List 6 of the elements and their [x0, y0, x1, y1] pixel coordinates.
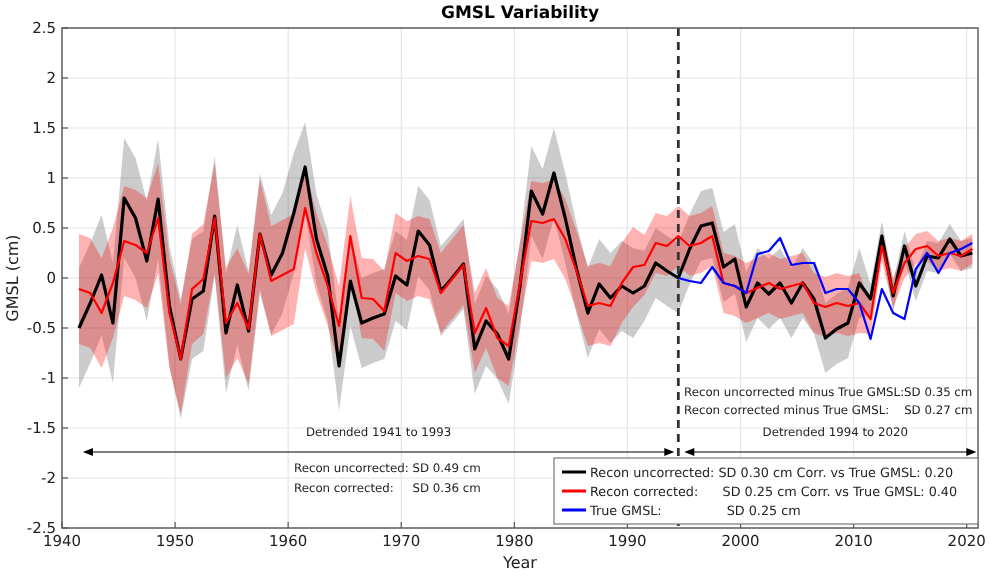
line-series: [77, 165, 974, 368]
chart-title: GMSL Variability: [440, 4, 600, 24]
line-series: [677, 236, 974, 341]
line-series: [77, 206, 974, 361]
x-axis-title: Year: [501, 554, 539, 572]
y-axis-title: GMSL (cm): [4, 234, 22, 322]
